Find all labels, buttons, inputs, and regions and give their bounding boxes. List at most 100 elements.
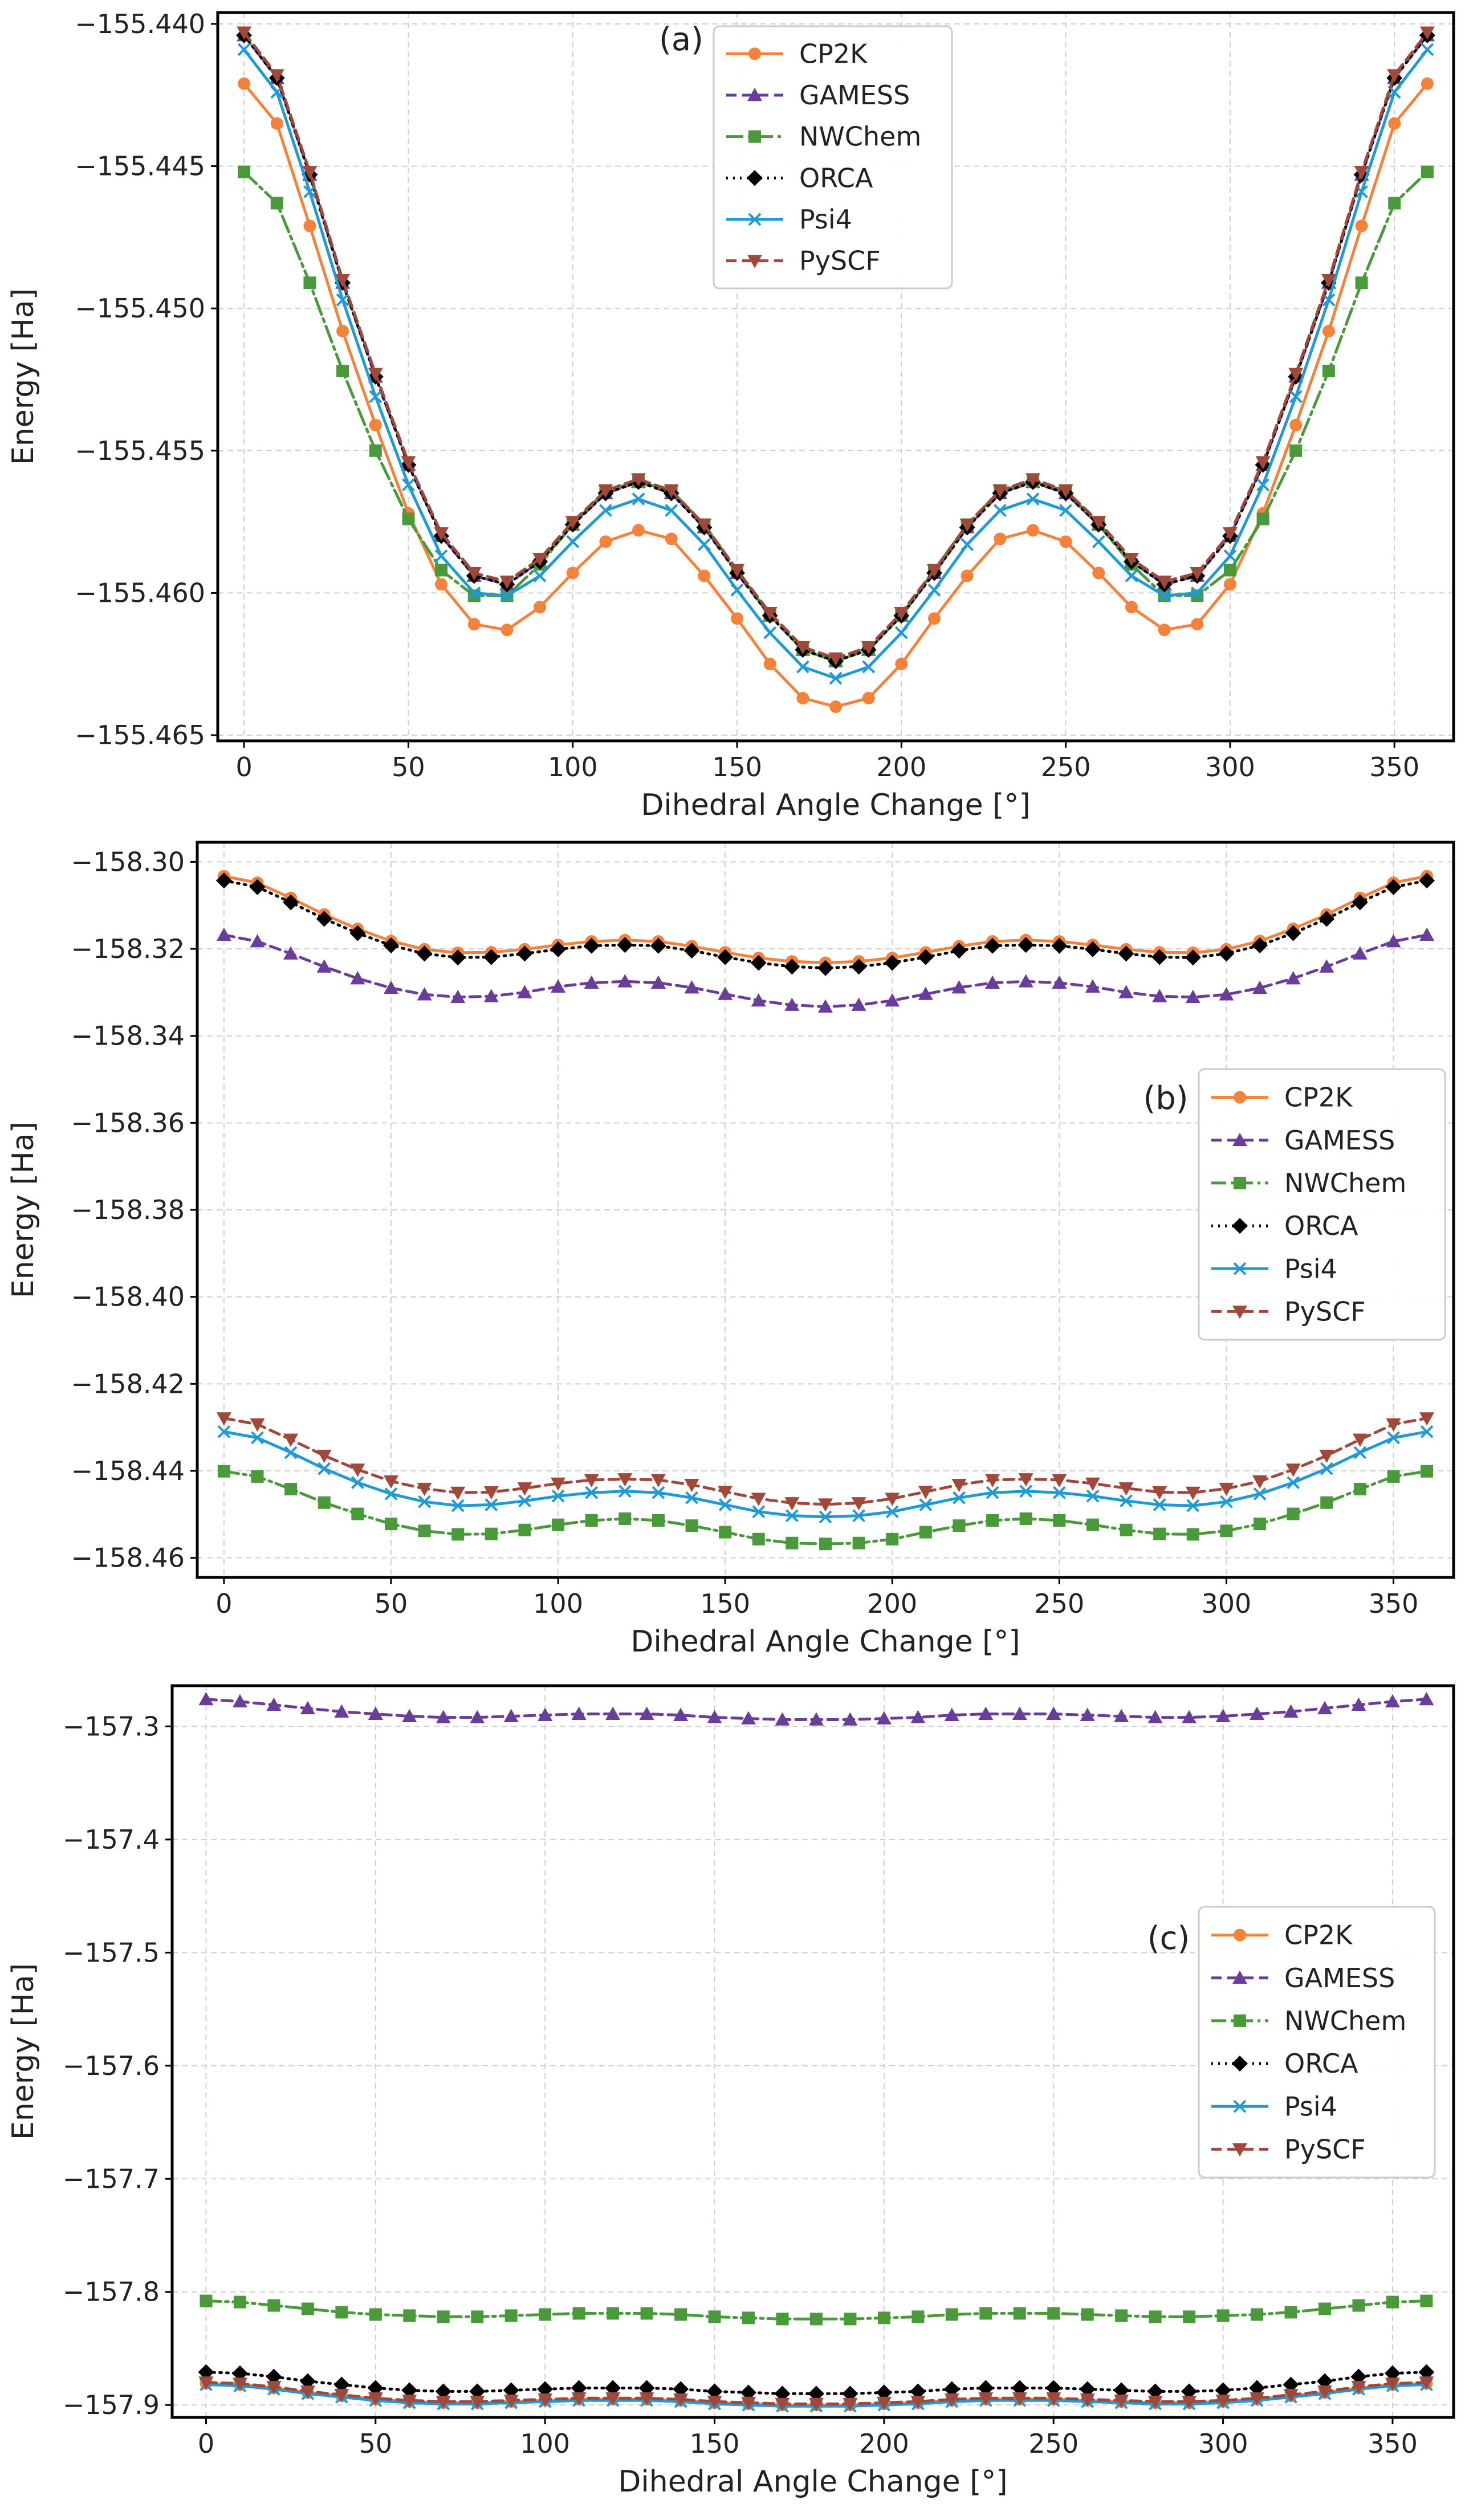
data-point-gamess — [1147, 1710, 1163, 1723]
data-point-nwchem — [1355, 276, 1368, 289]
data-point-nwchem — [418, 1524, 431, 1538]
data-point-pyscf — [1147, 2395, 1163, 2409]
x-axis-label: Dihedral Angle Change [°] — [618, 2465, 1007, 2499]
data-point-pyscf — [266, 2381, 282, 2395]
legend-label-gamess: GAMESS — [799, 80, 910, 111]
series-psi4 — [217, 1425, 1434, 1524]
data-point-nwchem — [251, 1470, 264, 1483]
data-point-orca — [984, 937, 1001, 954]
data-point-nwchem — [301, 2302, 314, 2315]
data-point-nwchem — [238, 165, 251, 178]
y-tick-label: −158.42 — [71, 1368, 185, 1399]
legend-marker-gamess — [1232, 1970, 1247, 1984]
data-point-gamess — [1215, 1708, 1231, 1722]
data-point-pyscf — [1215, 2394, 1231, 2408]
data-point-pyscf — [843, 2397, 858, 2412]
data-point-orca — [740, 2384, 757, 2401]
legend-marker-gamess — [1232, 1132, 1247, 1147]
data-point-pyscf — [762, 606, 778, 621]
data-point-psi4 — [500, 589, 514, 602]
data-point-pyscf — [808, 2397, 824, 2412]
data-point-orca — [550, 941, 567, 957]
data-point-cp2k — [1289, 418, 1303, 431]
series-pyscf — [237, 26, 1435, 666]
data-point-psi4 — [284, 1446, 298, 1459]
data-point-orca — [876, 2384, 892, 2401]
data-point-nwchem — [402, 512, 415, 525]
data-point-cp2k — [927, 612, 941, 625]
y-tick-label: −155.455 — [75, 435, 205, 466]
data-point-gamess — [818, 999, 833, 1013]
data-point-gamess — [350, 971, 365, 985]
data-point-pyscf — [617, 1473, 633, 1487]
x-tick-label: 200 — [876, 752, 926, 782]
data-point-orca — [917, 949, 934, 965]
data-point-orca — [850, 959, 867, 975]
data-point-pyscf — [985, 1474, 1000, 1488]
data-point-cp2k — [566, 566, 579, 580]
data-point-nwchem — [719, 1526, 732, 1539]
data-point-pyscf — [237, 26, 252, 40]
chart-panel-1: 0 50 100 150 200 250 300 350 −155.440 −155.445 −15… — [6, 9, 1455, 822]
data-point-pyscf — [605, 2392, 621, 2406]
data-point-nwchem — [217, 1465, 230, 1478]
x-tick-label: 300 — [1205, 752, 1255, 782]
data-point-orca — [1051, 937, 1068, 954]
data-point-nwchem — [1421, 165, 1434, 178]
x-tick-label: 50 — [375, 1588, 408, 1619]
data-point-pyscf — [1319, 1449, 1334, 1463]
data-point-pyscf — [861, 641, 876, 655]
data-point-psi4 — [384, 1487, 398, 1500]
data-point-pyscf — [885, 1493, 900, 1506]
data-point-psi4 — [652, 1486, 665, 1499]
data-point-gamess — [944, 1707, 959, 1721]
y-tick-label: −155.460 — [75, 577, 205, 608]
data-point-cp2k — [1223, 578, 1236, 591]
data-point-pyscf — [302, 166, 318, 180]
data-point-cp2k — [599, 535, 612, 548]
data-point-gamess — [450, 989, 466, 1004]
data-point-pyscf — [751, 1493, 766, 1506]
data-point-pyscf — [1114, 2394, 1129, 2408]
data-point-nwchem — [1013, 2307, 1026, 2320]
x-tick-label: 250 — [1034, 1588, 1084, 1619]
data-point-cp2k — [534, 601, 547, 614]
series-nwchem — [217, 1465, 1434, 1551]
legend-marker-cp2k — [1234, 1928, 1246, 1942]
x-tick-label: 0 — [198, 2428, 214, 2459]
data-point-cp2k — [632, 524, 645, 537]
data-point-pyscf — [283, 1433, 299, 1447]
data-point-nwchem — [1216, 2309, 1230, 2322]
data-point-pyscf — [598, 484, 613, 498]
data-point-psi4 — [418, 1495, 432, 1508]
data-point-pyscf — [718, 1486, 733, 1499]
data-point-nwchem — [335, 2306, 348, 2319]
data-point-orca — [978, 2380, 994, 2396]
data-point-pyscf — [818, 1498, 833, 1512]
data-point-cp2k — [1421, 77, 1434, 90]
data-point-nwchem — [919, 1526, 932, 1539]
data-point-nwchem — [708, 2310, 721, 2323]
data-point-pyscf — [631, 473, 646, 487]
data-point-nwchem — [233, 2295, 246, 2309]
data-point-orca — [571, 2380, 587, 2396]
data-point-cp2k — [1191, 618, 1204, 631]
data-point-pyscf — [350, 1463, 365, 1477]
legend-label-nwchem: NWChem — [1284, 2005, 1406, 2036]
data-point-psi4 — [718, 1498, 732, 1511]
legend-marker-psi4 — [1233, 1262, 1247, 1275]
legend-label-cp2k: CP2K — [799, 38, 868, 69]
data-point-gamess — [1386, 934, 1401, 948]
legend-marker-orca — [1232, 1218, 1248, 1234]
data-point-gamess — [718, 986, 733, 1000]
legend-label-psi4: Psi4 — [799, 204, 852, 235]
data-point-cp2k — [862, 692, 875, 705]
data-point-psi4 — [1086, 1489, 1100, 1503]
data-point-pyscf — [992, 484, 1008, 498]
data-point-orca — [333, 2376, 350, 2393]
data-point-orca — [1352, 894, 1368, 911]
data-point-psi4 — [885, 1505, 899, 1519]
data-point-pyscf — [650, 1474, 666, 1488]
data-point-psi4 — [1387, 1431, 1400, 1445]
data-point-orca — [1385, 879, 1402, 895]
